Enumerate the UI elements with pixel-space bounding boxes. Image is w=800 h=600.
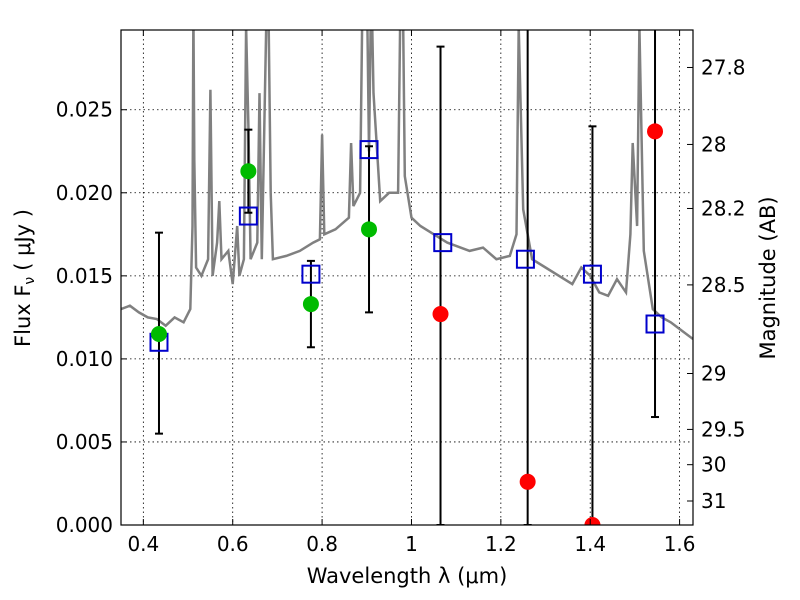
right-axis-ticks: 27.8 28 28.2 28.5 29 29.5 30 31 bbox=[687, 55, 746, 513]
y-tick-label: 0.025 bbox=[56, 98, 113, 122]
observed-nondetection-point bbox=[647, 123, 664, 140]
y-tick-label: 0.005 bbox=[56, 430, 113, 454]
x-tick-label: 1.6 bbox=[664, 532, 696, 556]
y-tick-label: 0.020 bbox=[56, 181, 113, 205]
model-photometry-square bbox=[433, 233, 453, 253]
observed-nondetection-point bbox=[519, 473, 536, 490]
observed-detection-point bbox=[150, 325, 167, 342]
right-tick-label: 28.2 bbox=[701, 196, 746, 220]
y-axis-label: Flux Fν ( μJy ) bbox=[11, 209, 38, 347]
model-photometry-square bbox=[238, 206, 258, 226]
grid bbox=[121, 30, 693, 525]
right-tick-label: 29.5 bbox=[701, 417, 746, 441]
model-photometry-markers bbox=[149, 140, 665, 352]
right-axis-label: Magnitude (AB) bbox=[756, 196, 780, 359]
observed-detection-point bbox=[302, 296, 319, 313]
right-tick-label: 27.8 bbox=[701, 55, 746, 79]
observed-nondetection-point bbox=[584, 517, 601, 525]
right-tick-label: 29 bbox=[701, 361, 726, 385]
model-photometry-square bbox=[582, 264, 602, 284]
y-axis-label-subscript: ν bbox=[22, 277, 38, 285]
model-photometry-square bbox=[515, 249, 535, 269]
model-photometry-square bbox=[645, 314, 665, 334]
plot-frame bbox=[120, 29, 694, 526]
y-tick-label: 0.000 bbox=[56, 513, 113, 537]
model-photometry-square bbox=[301, 264, 321, 284]
model-spectrum-line bbox=[121, 30, 693, 341]
y-axis-ticks: 0.000 0.005 0.010 0.015 0.020 0.025 bbox=[56, 98, 127, 537]
model-photometry-square bbox=[359, 140, 379, 160]
right-tick-label: 30 bbox=[701, 453, 726, 477]
right-tick-label: 28 bbox=[701, 132, 726, 156]
x-tick-label: 0.8 bbox=[306, 532, 338, 556]
x-tick-label: 1 bbox=[405, 532, 418, 556]
right-tick-label: 28.5 bbox=[701, 273, 746, 297]
x-tick-label: 0.6 bbox=[217, 532, 249, 556]
y-tick-label: 0.015 bbox=[56, 264, 113, 288]
plot-area bbox=[121, 30, 693, 525]
observed-markers bbox=[150, 123, 664, 525]
y-axis-label-flux: Flux F bbox=[11, 285, 35, 347]
right-tick-label: 31 bbox=[701, 489, 726, 513]
x-axis-ticks: 0.4 0.6 0.8 1 1.2 1.4 1.6 bbox=[127, 30, 696, 556]
y-tick-label: 0.010 bbox=[56, 347, 113, 371]
x-tick-label: 1.4 bbox=[574, 532, 606, 556]
x-tick-label: 0.4 bbox=[127, 532, 159, 556]
y-axis-label-unit: ( μJy ) bbox=[11, 209, 35, 271]
observed-detection-point bbox=[361, 221, 378, 238]
x-tick-label: 1.2 bbox=[485, 532, 517, 556]
observed-detection-point bbox=[240, 163, 257, 180]
x-axis-label: Wavelength λ (μm) bbox=[307, 564, 508, 588]
observed-nondetection-point bbox=[432, 306, 449, 323]
